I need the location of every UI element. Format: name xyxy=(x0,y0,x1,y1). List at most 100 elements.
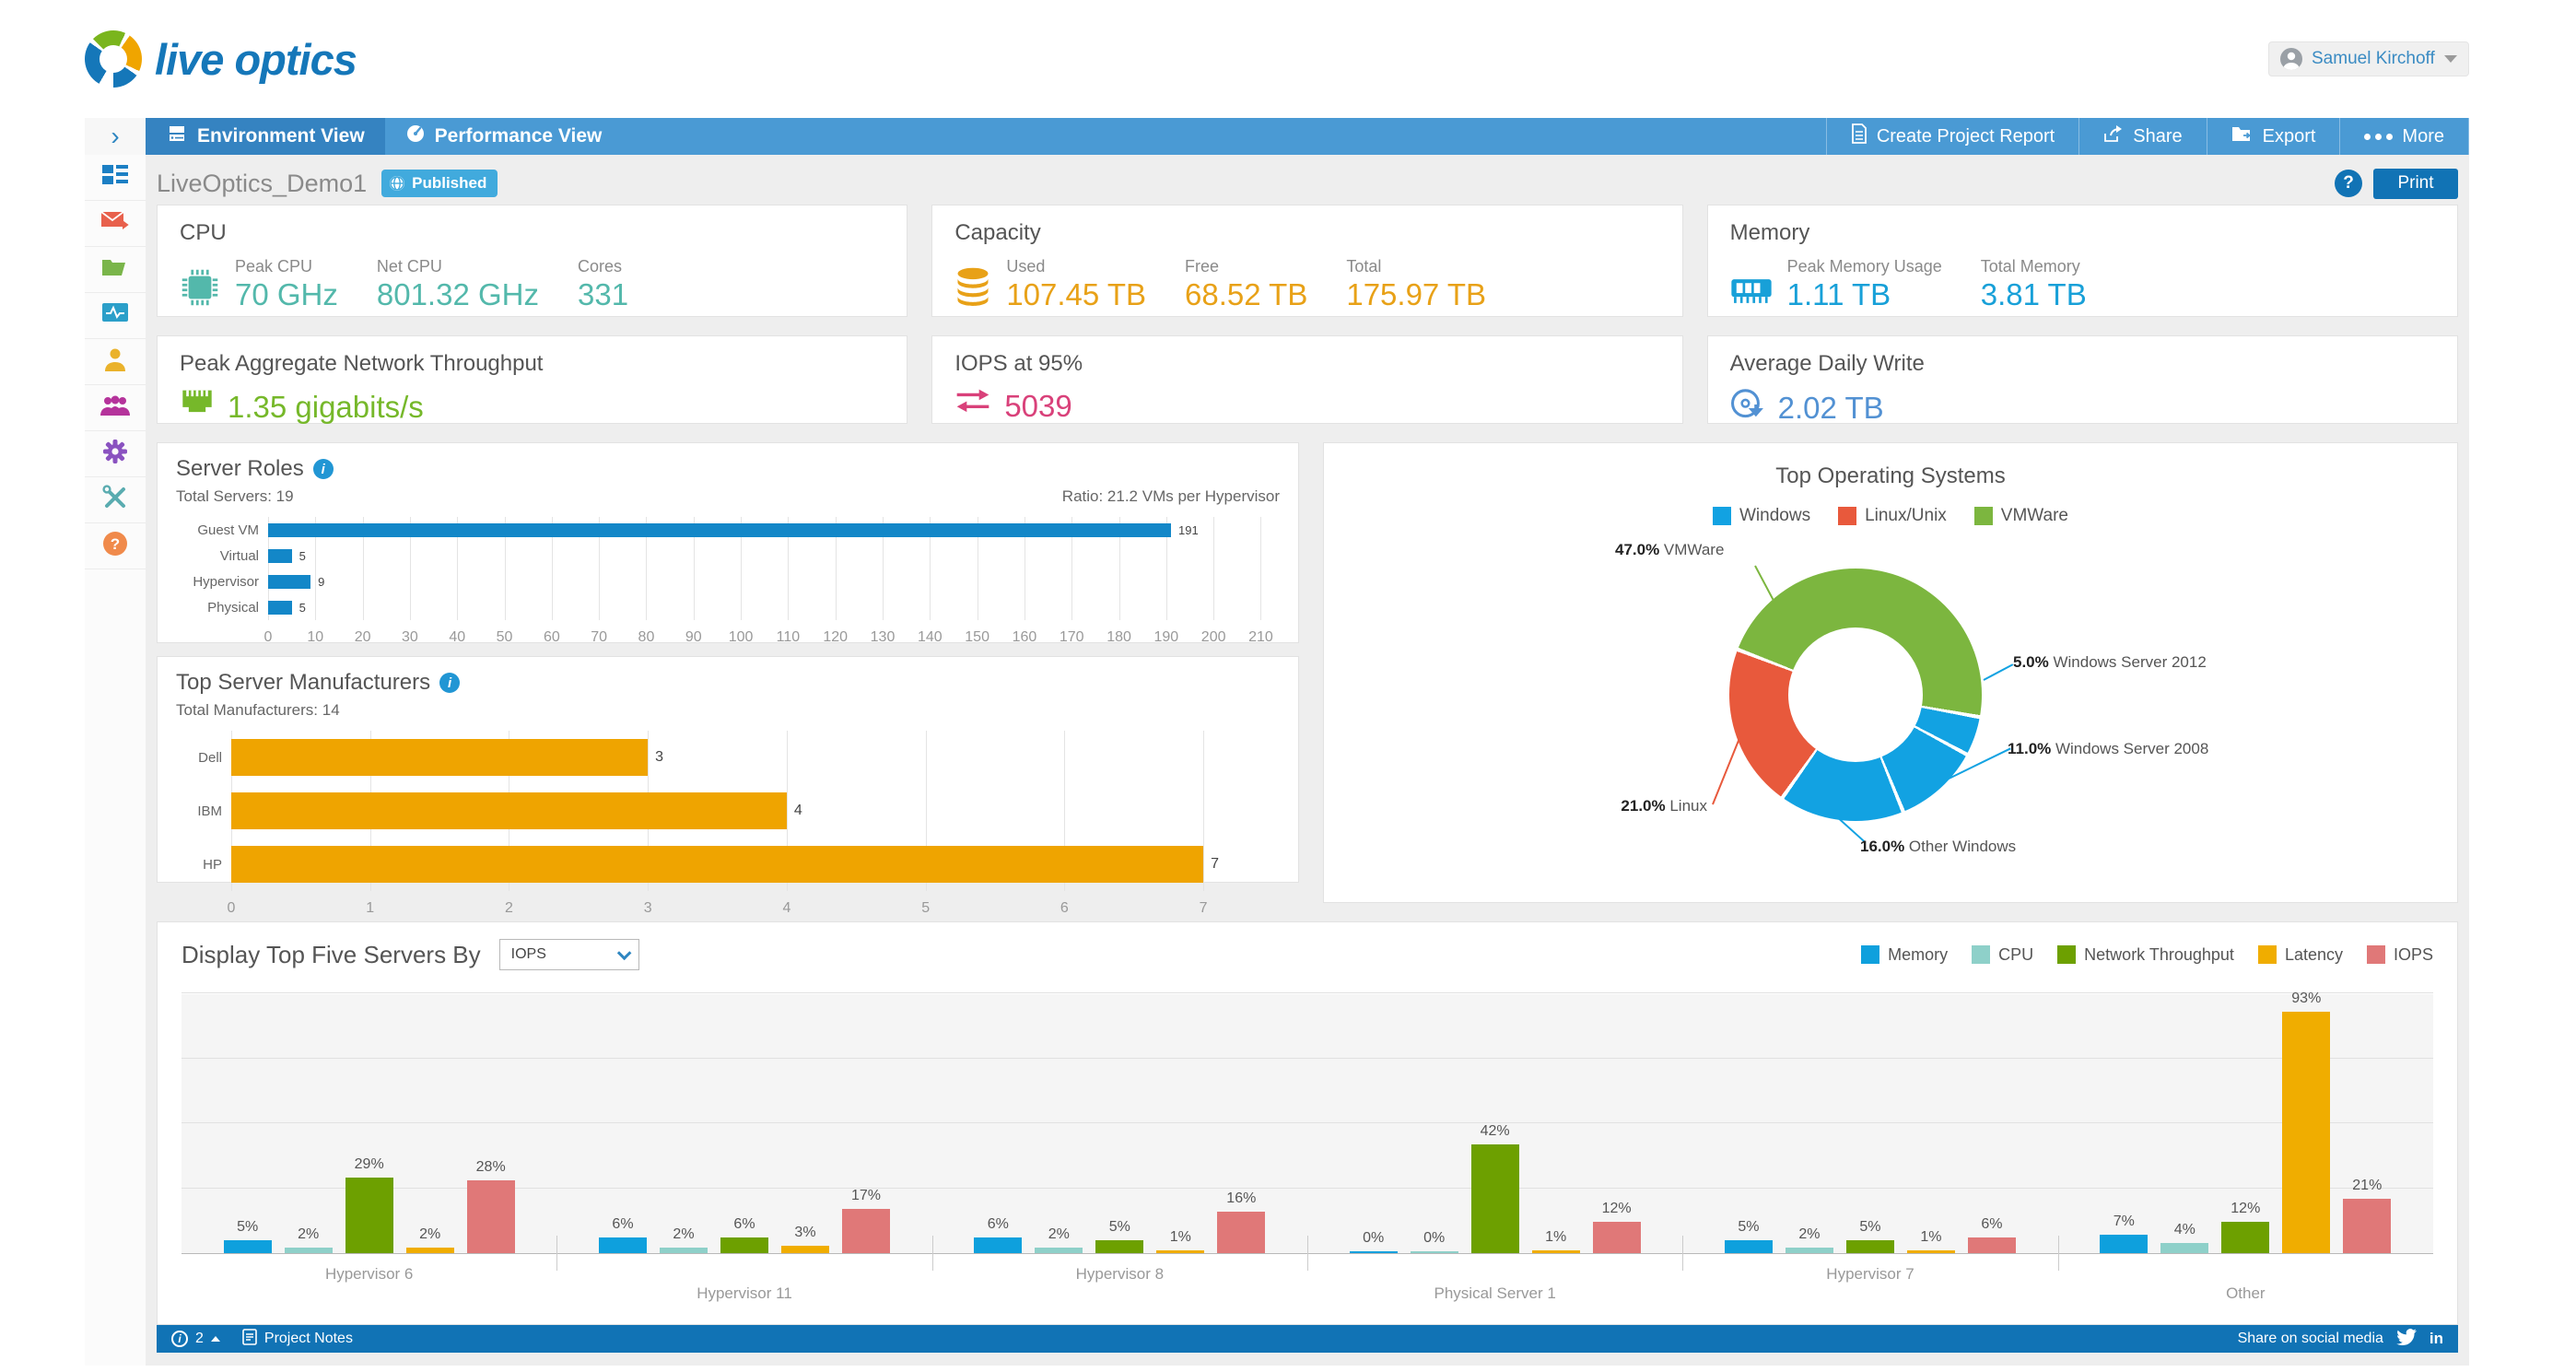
legend-swatch xyxy=(1972,945,1991,964)
gridline xyxy=(646,517,648,620)
sidebar-item-tools[interactable] xyxy=(85,477,146,523)
server-roles-chart: Guest VM Virtual Hypervisor Physical 191 5 9 5 0… xyxy=(176,517,1280,648)
sort-by-select[interactable]: IOPS xyxy=(498,939,639,970)
bar-value: 191 xyxy=(1177,522,1199,537)
bar xyxy=(720,1237,768,1253)
gridline xyxy=(788,517,790,620)
metric-label: Total xyxy=(1346,257,1382,276)
user-name: Samuel Kirchoff xyxy=(2312,49,2435,68)
bar-plot: 3 4 7 xyxy=(231,731,1280,891)
axis-tick: 10 xyxy=(307,629,324,645)
bar xyxy=(1592,1222,1641,1253)
axis-tick: 3 xyxy=(643,900,652,916)
sidebar-item-settings[interactable] xyxy=(85,431,146,477)
axis-tick: 40 xyxy=(449,629,466,645)
sidebar-item-user[interactable] xyxy=(85,339,146,385)
legend-item[interactable]: CPU xyxy=(1972,945,2033,965)
bar xyxy=(268,548,292,563)
print-button[interactable]: Print xyxy=(2373,168,2458,199)
os-legend: Windows Linux/Unix VMWare xyxy=(1339,506,2442,526)
leader-line xyxy=(1712,735,1741,805)
legend-item[interactable]: Latency xyxy=(2257,945,2343,965)
bar-with-label: 12% xyxy=(2221,1201,2270,1253)
bar-with-label: 1% xyxy=(1906,1229,1955,1253)
cpu-chip-icon xyxy=(180,267,220,312)
tab-performance-view[interactable]: Performance View xyxy=(385,118,623,155)
action-label: Export xyxy=(2262,125,2316,147)
axis-tick: 130 xyxy=(870,629,896,645)
info-icon[interactable]: i xyxy=(439,673,461,693)
legend-swatch xyxy=(1861,945,1880,964)
sidebar-item-mail[interactable] xyxy=(85,201,146,247)
metric-value: 801.32 GHz xyxy=(376,277,539,311)
help-button[interactable]: ? xyxy=(2335,170,2362,197)
category-label: HP xyxy=(203,856,222,873)
metric-value: 5039 xyxy=(1004,389,1072,423)
share-icon xyxy=(2103,124,2124,148)
status-badge: Published xyxy=(381,170,498,197)
chevron-down-icon xyxy=(2444,55,2457,63)
project-notes-button[interactable]: Project Notes xyxy=(242,1328,353,1350)
axis-tick: 80 xyxy=(638,629,655,645)
gridline xyxy=(1260,517,1262,620)
server-roles-card: Server Roles i Total Servers: 19 Ratio: … xyxy=(157,442,1299,645)
tools-icon xyxy=(102,485,128,515)
category-labels: Guest VM Virtual Hypervisor Physical xyxy=(176,517,268,648)
bar-value: 4 xyxy=(793,803,802,818)
project-title-row: LiveOptics_Demo1 Published ? Print xyxy=(157,162,2458,205)
legend-item[interactable]: Windows xyxy=(1713,506,1810,526)
metric-value: 68.52 TB xyxy=(1185,277,1308,311)
info-icon[interactable]: i xyxy=(312,459,334,479)
bar-value: 17% xyxy=(850,1188,881,1204)
tab-environment-view[interactable]: Environment View xyxy=(146,118,385,155)
page-title: LiveOptics_Demo1 xyxy=(157,169,368,197)
sidebar-item-performance[interactable] xyxy=(85,293,146,339)
twitter-icon[interactable] xyxy=(2396,1328,2417,1350)
gridline xyxy=(883,517,884,620)
gridline xyxy=(181,992,2433,993)
slice-label: 21.0% Linux xyxy=(1621,797,1707,815)
legend-item[interactable]: IOPS xyxy=(2366,945,2433,965)
sidebar-item-projects[interactable] xyxy=(85,247,146,293)
sidebar-collapse-toggle[interactable]: › xyxy=(85,118,146,155)
gridline xyxy=(315,517,317,620)
legend-item[interactable]: VMWare xyxy=(1973,506,2068,526)
ethernet-icon xyxy=(180,388,215,427)
live-optics-logo-icon xyxy=(85,30,142,88)
notes-count: 2 xyxy=(195,1331,204,1346)
bar xyxy=(1095,1239,1144,1253)
brand-name: live optics xyxy=(155,34,357,84)
x-axis: 0 10 20 30 40 50 60 70 80 90 100 110 120 130 140 150 160… xyxy=(264,620,1280,648)
more-button[interactable]: More xyxy=(2339,118,2469,155)
linkedin-icon[interactable]: in xyxy=(2429,1330,2443,1347)
gridline xyxy=(835,517,837,620)
card-title: Memory xyxy=(1729,220,1810,245)
metric-value: 1.11 TB xyxy=(1786,277,1891,311)
sidebar-item-help[interactable]: ? xyxy=(85,523,146,569)
export-button[interactable]: Export xyxy=(2206,118,2340,155)
notes-count-control[interactable]: i 2 xyxy=(171,1331,220,1347)
legend-item[interactable]: Network Throughput xyxy=(2057,945,2234,965)
bar xyxy=(2160,1242,2209,1253)
bar-value: 6% xyxy=(987,1216,1009,1233)
transfer-arrows-icon xyxy=(954,388,991,425)
create-project-report-button[interactable]: Create Project Report xyxy=(1825,118,2078,155)
sidebar-item-dashboard[interactable] xyxy=(85,155,146,201)
legend-item[interactable]: Linux/Unix xyxy=(1838,506,1947,526)
category-labels: Dell IBM HP xyxy=(176,731,231,919)
share-button[interactable]: Share xyxy=(2078,118,2206,155)
legend-label: Linux/Unix xyxy=(1865,506,1947,525)
sidebar-item-team[interactable] xyxy=(85,385,146,431)
user-icon xyxy=(103,347,127,376)
bar xyxy=(1724,1239,1773,1253)
bar-row: 4 xyxy=(231,784,1280,838)
daily-write-card: Average Daily Write 2.02 TB xyxy=(1706,335,2458,425)
metric-label: Net CPU xyxy=(376,257,442,276)
bar-value: 2% xyxy=(298,1226,320,1243)
tab-label: Performance View xyxy=(434,125,603,147)
bar xyxy=(1906,1250,1955,1253)
legend-item[interactable]: Memory xyxy=(1861,945,1948,965)
user-menu[interactable]: Samuel Kirchoff xyxy=(2268,41,2469,76)
metric-value: 70 GHz xyxy=(235,277,338,311)
bar-value: 93% xyxy=(2291,990,2322,1006)
